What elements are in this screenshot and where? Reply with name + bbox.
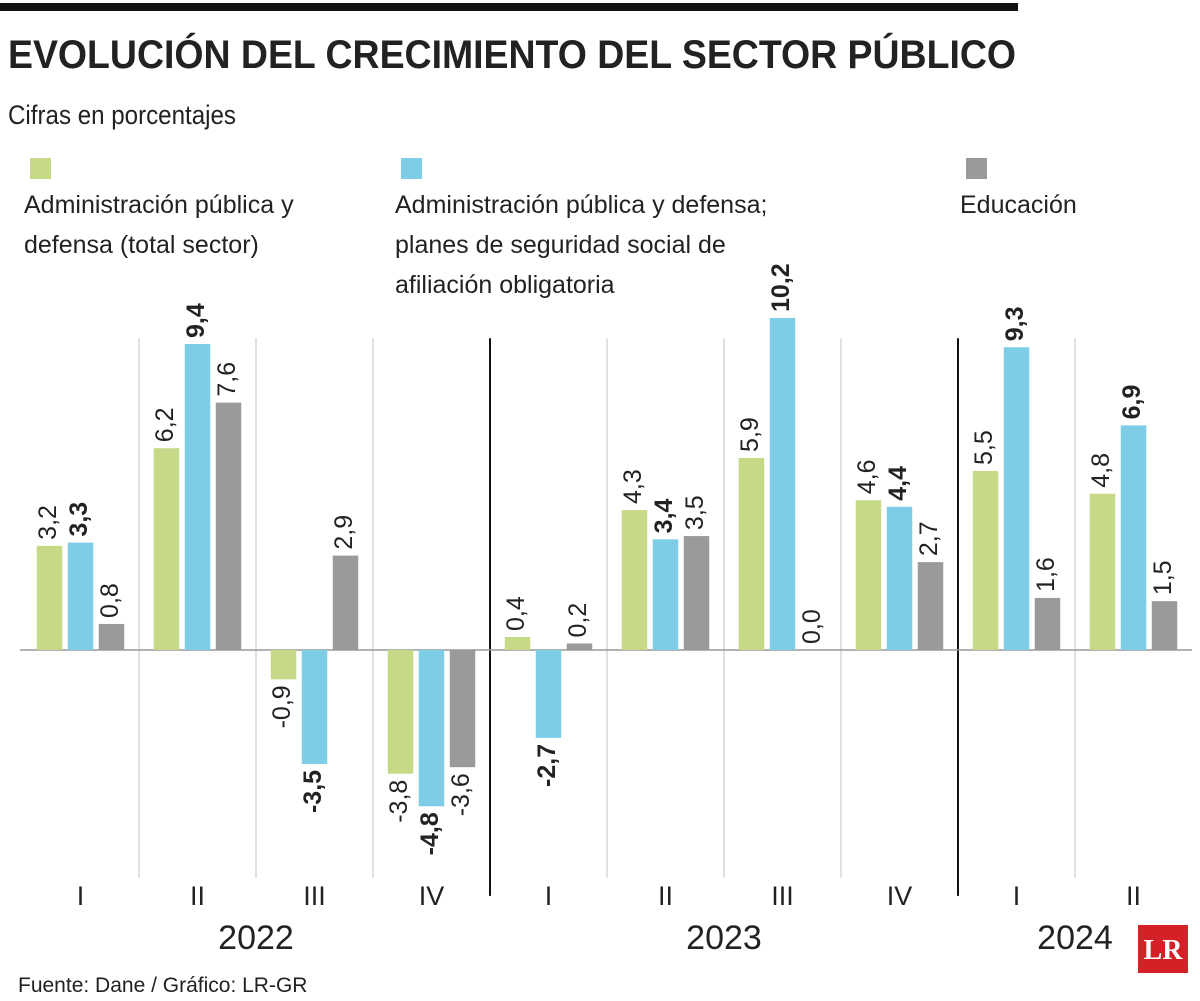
bar — [886, 506, 913, 650]
legend-item: Educación — [960, 158, 1180, 225]
value-label: -4,8 — [416, 812, 444, 855]
bar — [917, 562, 944, 650]
legend-swatch — [966, 158, 987, 179]
x-tick-label: IV — [887, 881, 913, 911]
bar — [769, 317, 796, 650]
bar — [270, 650, 297, 680]
value-label: -3,5 — [299, 770, 327, 813]
value-label: 2,7 — [915, 521, 943, 556]
value-label: 5,9 — [736, 417, 764, 452]
bar — [566, 643, 593, 650]
legend-item: Administración pública y defensa; planes… — [395, 158, 815, 305]
value-label: 0,8 — [96, 583, 124, 618]
bar — [504, 636, 531, 650]
bar — [972, 470, 999, 650]
bar — [652, 539, 679, 650]
x-tick-label: IV — [419, 881, 445, 911]
bar — [855, 500, 882, 650]
x-tick-label: I — [545, 881, 553, 911]
value-label: 6,2 — [151, 407, 179, 442]
value-label: 9,4 — [182, 303, 210, 338]
bar — [738, 457, 765, 650]
value-label: 6,9 — [1118, 385, 1146, 420]
x-tick-label: II — [1126, 881, 1141, 911]
bar — [1003, 347, 1030, 650]
bar — [153, 448, 180, 650]
value-label: 4,8 — [1087, 453, 1115, 488]
value-label: -3,8 — [385, 780, 413, 823]
value-label: 4,6 — [853, 460, 881, 495]
x-tick-label: III — [771, 881, 794, 911]
bar — [387, 650, 414, 774]
value-label: 10,2 — [767, 263, 795, 312]
value-label: 7,6 — [213, 362, 241, 397]
bar — [332, 555, 359, 650]
bar — [1151, 601, 1178, 650]
bar — [621, 510, 648, 650]
legend-label: Administración pública y defensa (total … — [24, 191, 294, 259]
bar — [449, 650, 476, 768]
value-label: 3,5 — [681, 495, 709, 530]
legend-label: Administración pública y defensa; planes… — [395, 191, 768, 299]
bar — [36, 545, 63, 650]
legend-swatch — [30, 158, 51, 179]
value-label: -3,6 — [447, 773, 475, 816]
value-label: 5,5 — [970, 430, 998, 465]
value-label: 3,3 — [65, 502, 93, 537]
bar — [683, 536, 710, 650]
value-label: -0,9 — [268, 685, 296, 728]
value-label: 0,0 — [798, 609, 826, 644]
bar — [215, 402, 242, 650]
value-label: 0,2 — [564, 603, 592, 638]
bar — [98, 623, 125, 650]
x-tick-label: III — [303, 881, 326, 911]
bar — [301, 650, 328, 764]
chart-title: EVOLUCIÓN DEL CRECIMIENTO DEL SECTOR PÚB… — [8, 31, 1016, 77]
logo: LR — [1144, 935, 1184, 966]
bar — [418, 650, 445, 807]
bar — [1034, 597, 1061, 650]
x-tick-label: II — [658, 881, 673, 911]
bar — [1089, 493, 1116, 650]
top-rule — [0, 3, 1018, 11]
bar — [1120, 425, 1147, 650]
x-tick-label: II — [190, 881, 205, 911]
source: Fuente: Dane / Gráfico: LR-GR — [18, 974, 307, 997]
x-tick-label: I — [77, 881, 85, 911]
value-label: 2,9 — [330, 515, 358, 550]
legend-swatch — [401, 158, 422, 179]
group-label: 2022 — [218, 919, 294, 957]
value-label: 4,3 — [619, 469, 647, 504]
value-label: 9,3 — [1001, 307, 1029, 342]
legend-label: Educación — [960, 191, 1077, 219]
value-label: 4,4 — [884, 466, 912, 501]
bar — [67, 542, 94, 650]
value-label: 3,2 — [34, 505, 62, 540]
bar — [184, 344, 211, 650]
value-label: 0,4 — [502, 596, 530, 631]
value-label: 1,6 — [1032, 557, 1060, 592]
legend-item: Administración pública y defensa (total … — [24, 158, 324, 265]
value-label: -2,7 — [533, 744, 561, 787]
x-tick-label: I — [1013, 881, 1021, 911]
value-label: 1,5 — [1149, 560, 1177, 595]
group-label: 2024 — [1037, 919, 1113, 957]
logo-box — [1138, 925, 1188, 973]
group-label: 2023 — [686, 919, 762, 957]
bar — [535, 650, 562, 738]
value-label: 3,4 — [650, 498, 678, 533]
chart-subtitle: Cifras en porcentajes — [8, 100, 236, 130]
